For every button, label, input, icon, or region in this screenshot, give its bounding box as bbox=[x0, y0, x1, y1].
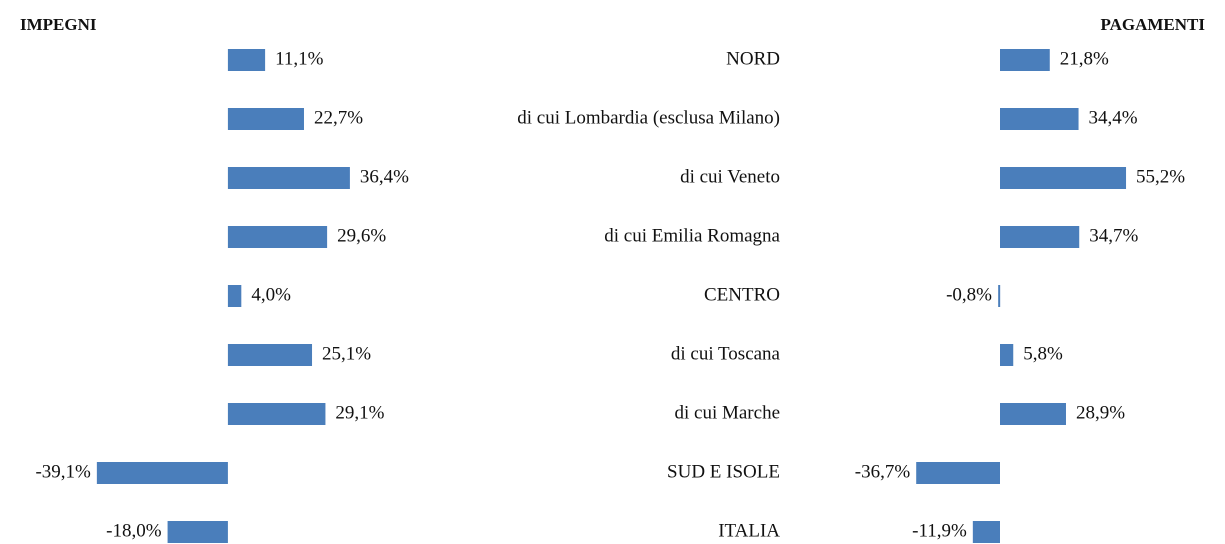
bar bbox=[1000, 226, 1080, 248]
value-label: 36,4% bbox=[360, 166, 409, 187]
bar bbox=[972, 521, 1000, 543]
bar bbox=[1000, 403, 1066, 425]
bar bbox=[1000, 49, 1050, 71]
category-label: SUD E ISOLE bbox=[667, 461, 780, 482]
bar bbox=[998, 285, 1001, 307]
bar bbox=[167, 521, 228, 543]
category-label: ITALIA bbox=[718, 520, 780, 541]
category-label: NORD bbox=[726, 48, 780, 69]
value-label: 11,1% bbox=[275, 48, 324, 69]
bar bbox=[1000, 344, 1014, 366]
value-label: 55,2% bbox=[1136, 166, 1185, 187]
bar bbox=[227, 344, 313, 366]
value-label: 28,9% bbox=[1076, 402, 1125, 423]
value-label: 29,6% bbox=[337, 225, 386, 246]
category-label: di cui Emilia Romagna bbox=[604, 225, 780, 246]
value-label: -11,9% bbox=[912, 520, 967, 541]
value-label: -36,7% bbox=[855, 461, 911, 482]
value-label: -39,1% bbox=[35, 461, 91, 482]
value-label: 21,8% bbox=[1060, 48, 1109, 69]
bar bbox=[227, 226, 328, 248]
value-label: 5,8% bbox=[1023, 343, 1063, 364]
value-label: 4,0% bbox=[251, 284, 291, 305]
bar bbox=[96, 462, 228, 484]
bar bbox=[227, 49, 266, 71]
panel-title: PAGAMENTI bbox=[1100, 15, 1205, 34]
category-label: di cui Toscana bbox=[671, 343, 781, 364]
value-label: 34,4% bbox=[1089, 107, 1138, 128]
category-label: di cui Veneto bbox=[680, 166, 780, 187]
bar bbox=[227, 285, 242, 307]
category-label: CENTRO bbox=[704, 284, 780, 305]
value-label: 34,7% bbox=[1089, 225, 1138, 246]
value-label: -0,8% bbox=[946, 284, 992, 305]
panel-title: IMPEGNI bbox=[20, 15, 97, 34]
category-label: di cui Marche bbox=[674, 402, 780, 423]
value-label: 29,1% bbox=[335, 402, 384, 423]
bar bbox=[1000, 167, 1127, 189]
bar bbox=[227, 108, 304, 130]
value-label: -18,0% bbox=[106, 520, 162, 541]
bar bbox=[227, 403, 326, 425]
value-label: 25,1% bbox=[322, 343, 371, 364]
category-label: di cui Lombardia (esclusa Milano) bbox=[517, 107, 780, 128]
bar bbox=[227, 167, 350, 189]
value-label: 22,7% bbox=[314, 107, 363, 128]
bar bbox=[1000, 108, 1079, 130]
bar bbox=[916, 462, 1000, 484]
